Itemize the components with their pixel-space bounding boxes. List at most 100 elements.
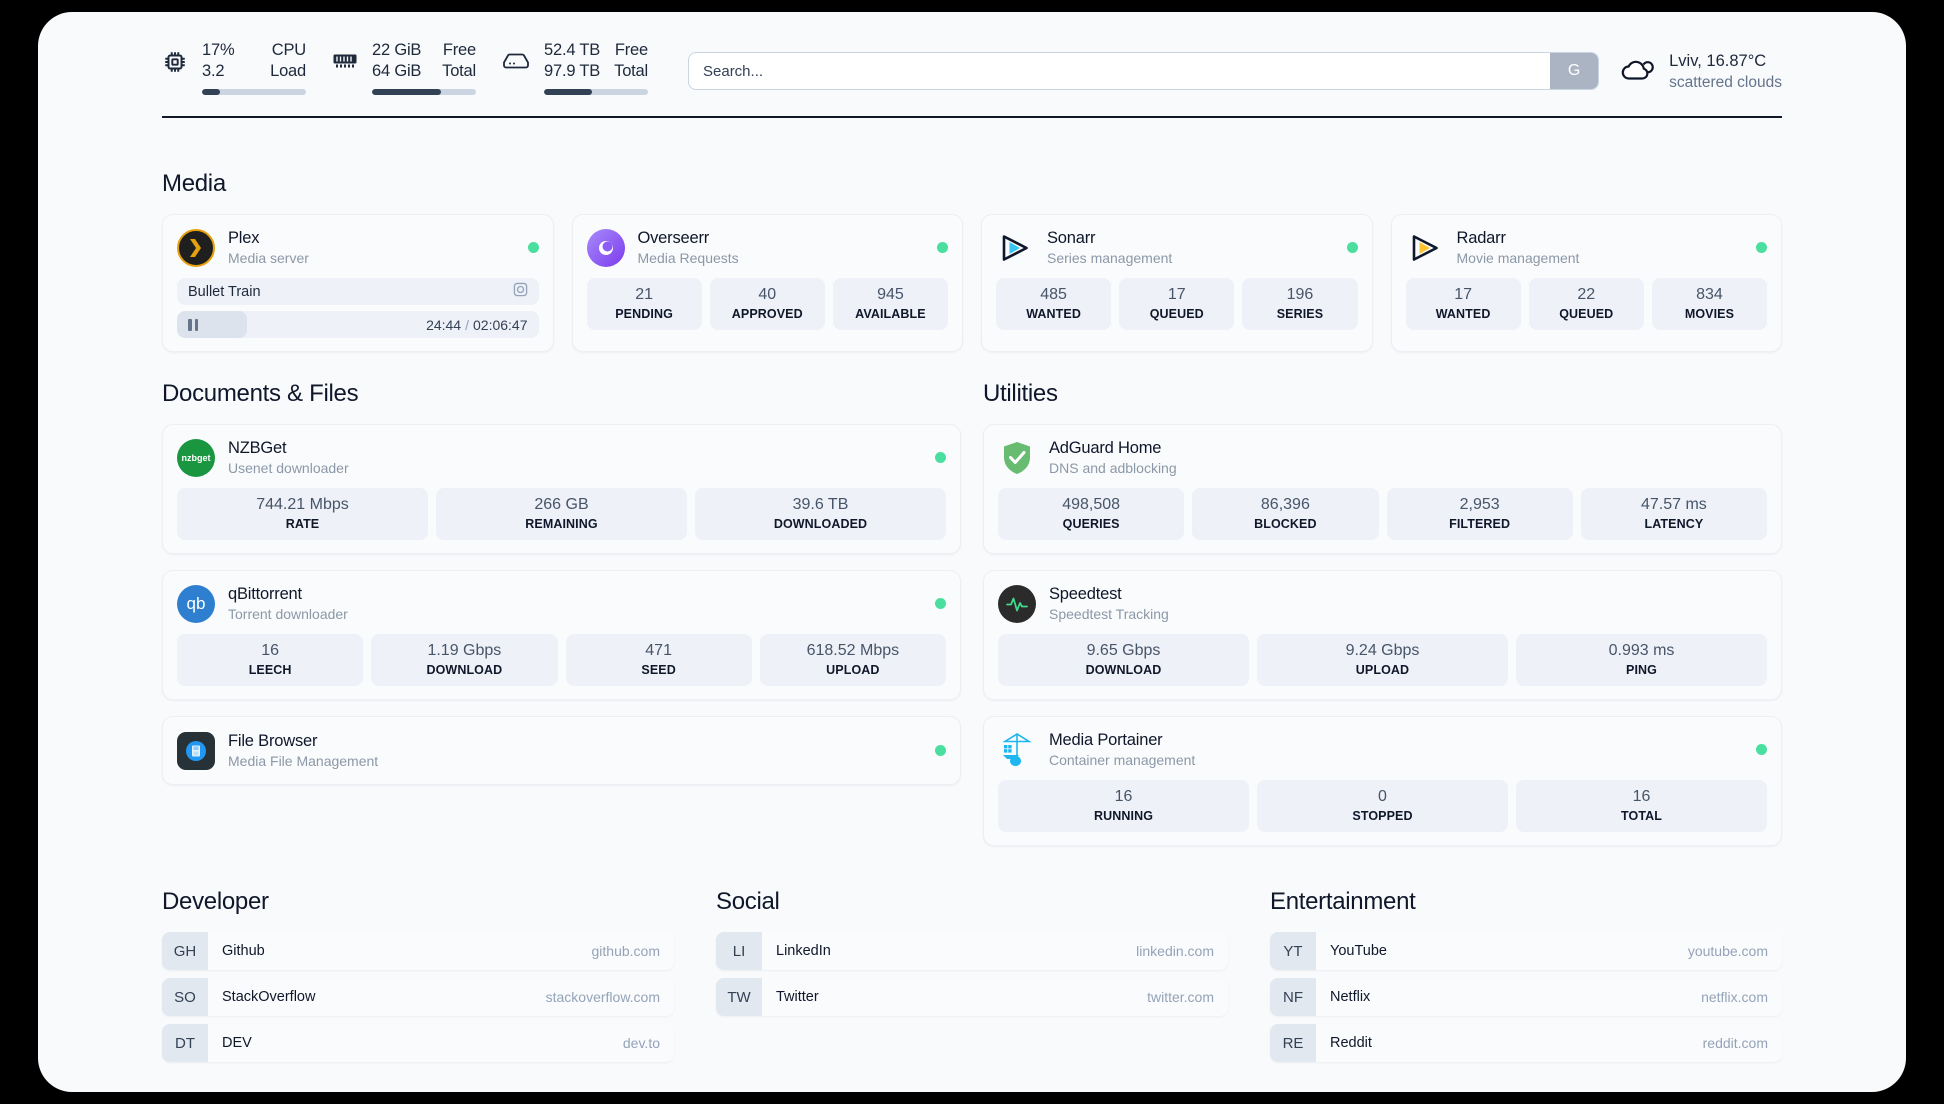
- stat-tile: 16 TOTAL: [1516, 780, 1767, 832]
- service-card-adguard-home[interactable]: AdGuard Home DNS and adblocking 498,508 …: [983, 424, 1782, 554]
- card-subtitle: Movie management: [1456, 250, 1580, 266]
- stat-tile: 16 LEECH: [177, 634, 364, 686]
- bookmark-item-youtube[interactable]: YT YouTube youtube.com: [1270, 932, 1782, 970]
- card-title: Sonarr: [1047, 229, 1096, 247]
- card-subtitle: Usenet downloader: [228, 460, 349, 476]
- plex-icon: [177, 228, 215, 267]
- bookmarks-grid: Developer GH Github github.com SO StackO…: [162, 888, 1782, 1062]
- bookmark-label: Github: [222, 943, 265, 959]
- card-subtitle: Container management: [1049, 752, 1196, 768]
- stat-label: APPROVED: [731, 307, 803, 321]
- status-badge: [1756, 744, 1767, 755]
- bookmark-label: Twitter: [776, 989, 819, 1005]
- stats-row: 16 LEECH 1.19 Gbps DOWNLOAD 471 SEED: [177, 634, 946, 686]
- service-card-file-browser[interactable]: File Browser Media File Management: [162, 716, 961, 785]
- bookmark-item-dev[interactable]: DT DEV dev.to: [162, 1024, 674, 1062]
- bookmark-item-linkedin[interactable]: LI LinkedIn linkedin.com: [716, 932, 1228, 970]
- hard-drive-icon: [502, 49, 530, 78]
- bookmark-item-twitter[interactable]: TW Twitter twitter.com: [716, 978, 1228, 1016]
- adguard-shield-icon: [998, 439, 1036, 477]
- stat-label: AVAILABLE: [855, 307, 926, 321]
- stats-row: 16 RUNNING 0 STOPPED 16 TOTAL: [998, 780, 1767, 832]
- service-card-sonarr[interactable]: Sonarr Series management 485 WANTED 17 Q…: [981, 214, 1373, 352]
- stat-value: 16: [1114, 788, 1133, 805]
- cpu-load-label: Load: [270, 62, 306, 80]
- system-stat-storage: 52.4 TB Free 97.9 TB Total: [502, 40, 648, 95]
- stat-label: LEECH: [248, 663, 292, 677]
- memory-ram-icon: [332, 49, 358, 76]
- bookmark-url: reddit.com: [1702, 1035, 1768, 1051]
- stat-value: 2,953: [1459, 496, 1500, 513]
- top-bar: 17% CPU 3.2 Load: [162, 12, 1782, 118]
- pause-icon[interactable]: [188, 318, 198, 331]
- service-card-radarr[interactable]: Radarr Movie management 17 WANTED 22 QUE…: [1390, 214, 1782, 352]
- service-card-nzbget[interactable]: nzbget NZBGet Usenet downloader 744.21 M…: [162, 424, 961, 554]
- documents-column: Documents & Files nzbget NZBGet Usenet d…: [162, 380, 961, 846]
- stat-label: DOWNLOAD: [1085, 663, 1162, 677]
- stat-value: 9.24 Gbps: [1345, 642, 1420, 659]
- search-bar[interactable]: G: [688, 52, 1600, 90]
- playback-duration: 02:06:47: [473, 316, 528, 333]
- status-badge: [1756, 242, 1767, 253]
- bookmark-url: github.com: [591, 943, 660, 959]
- playback-separator: /: [465, 316, 469, 333]
- status-badge: [935, 598, 946, 609]
- service-card-media-portainer[interactable]: Media Portainer Container management 16 …: [983, 716, 1782, 846]
- stat-tile: 485 WANTED: [996, 278, 1112, 330]
- memory-total-value: 64 GiB: [372, 62, 422, 80]
- bookmark-item-netflix[interactable]: NF Netflix netflix.com: [1270, 978, 1782, 1016]
- bookmark-group-title: Developer: [162, 888, 269, 915]
- bookmark-item-stackoverflow[interactable]: SO StackOverflow stackoverflow.com: [162, 978, 674, 1016]
- service-card-overseerr[interactable]: Overseerr Media Requests 21 PENDING 40 A…: [571, 214, 963, 352]
- now-playing-title: Bullet Train: [188, 283, 261, 300]
- cast-icon[interactable]: [513, 282, 528, 302]
- cpu-chip-icon: [162, 49, 188, 80]
- bookmark-abbr: LI: [716, 932, 762, 970]
- card-title: Media Portainer: [1049, 731, 1163, 749]
- stat-tile: 266 GB REMAINING: [436, 488, 687, 540]
- stat-label: UPLOAD: [1355, 663, 1410, 677]
- bookmark-url: dev.to: [622, 1035, 660, 1051]
- bookmark-item-github[interactable]: GH Github github.com: [162, 932, 674, 970]
- status-badge: [935, 745, 946, 756]
- search-submit-button[interactable]: G: [1550, 53, 1599, 89]
- stat-value: 40: [758, 286, 777, 303]
- stat-tile: 834 MOVIES: [1651, 278, 1768, 330]
- stat-label: DOWNLOAD: [426, 663, 503, 677]
- stat-value: 1.19 Gbps: [427, 642, 502, 659]
- bookmark-abbr: TW: [716, 978, 762, 1016]
- playback-progress-bar[interactable]: 24:44/02:06:47: [177, 311, 539, 338]
- status-badge: [1346, 242, 1358, 253]
- storage-total-label: Total: [614, 62, 648, 80]
- service-card-speedtest[interactable]: Speedtest Speedtest Tracking 9.65 Gbps D…: [983, 570, 1782, 700]
- stat-tile: 1.19 Gbps DOWNLOAD: [371, 634, 558, 686]
- stats-row: 21 PENDING 40 APPROVED 945 AVAILABLE: [586, 278, 949, 330]
- playback-time: 24:44/02:06:47: [426, 317, 527, 333]
- stat-label: RATE: [285, 517, 320, 531]
- search-input[interactable]: [689, 53, 1551, 89]
- weather-condition: scattered clouds: [1669, 74, 1782, 91]
- card-title: AdGuard Home: [1049, 439, 1162, 457]
- service-card-qbittorrent[interactable]: qb qBittorrent Torrent downloader 16: [162, 570, 961, 700]
- stats-row: 9.65 Gbps DOWNLOAD 9.24 Gbps UPLOAD 0.99…: [998, 634, 1767, 686]
- scattered-clouds-icon: [1619, 55, 1655, 90]
- cpu-load-value: 3.2: [202, 62, 225, 80]
- status-badge: [935, 452, 946, 463]
- stat-label: SEED: [641, 663, 676, 677]
- overseerr-icon: [586, 228, 625, 267]
- service-card-plex[interactable]: Plex Media server Bullet Train: [162, 214, 554, 352]
- stat-label: STOPPED: [1352, 809, 1413, 823]
- radarr-icon: [1406, 229, 1444, 267]
- bookmark-label: YouTube: [1330, 943, 1387, 959]
- stat-value: 266 GB: [534, 496, 589, 513]
- stat-tile: 21 PENDING: [586, 278, 702, 330]
- portainer-icon: [998, 731, 1036, 769]
- file-browser-icon: [177, 731, 215, 770]
- now-playing-bar[interactable]: Bullet Train: [177, 278, 539, 305]
- bookmark-abbr: GH: [162, 932, 208, 970]
- cpu-usage-label: CPU: [271, 41, 306, 59]
- storage-total-value: 97.9 TB: [544, 62, 601, 80]
- stat-value: 21: [635, 286, 653, 303]
- bookmark-item-reddit[interactable]: RE Reddit reddit.com: [1270, 1024, 1782, 1062]
- stat-label: WANTED: [1026, 307, 1081, 321]
